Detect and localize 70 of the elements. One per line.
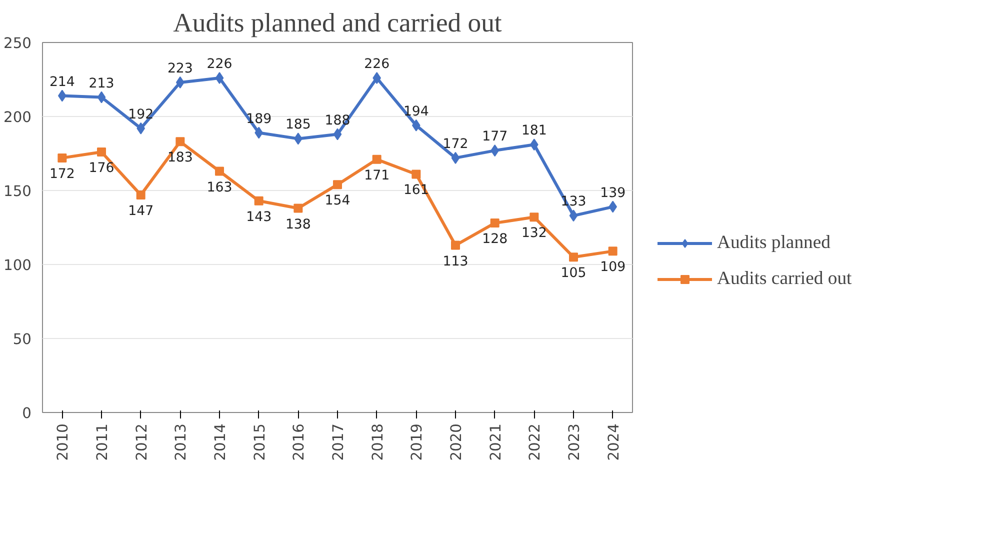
point [176,137,185,146]
x-tick-label: 2011 [94,423,111,461]
point [333,180,342,190]
x-tick-label: 2010 [54,423,72,461]
point [490,218,500,228]
data-label: 109 [600,260,626,276]
data-label: 105 [560,266,586,282]
data-label: 172 [49,166,75,182]
y-tick-label: 200 [4,109,32,126]
legend-label: Audits planned [717,232,830,254]
data-label: 163 [206,180,232,196]
point [372,154,382,164]
point [215,72,224,84]
y-tick-label: 250 [4,35,32,52]
point [569,210,578,222]
y-tick-label: 50 [12,331,32,348]
point [136,190,146,200]
data-label: 172 [442,136,468,152]
data-label: 132 [521,226,547,242]
data-label: 181 [521,124,547,139]
data-label: 192 [128,107,154,122]
data-label: 147 [128,204,154,219]
point [333,128,342,140]
data-label: 226 [206,57,232,72]
x-tick-label: 2020 [448,423,465,461]
point [451,240,460,250]
point [254,196,264,206]
data-label: 171 [364,168,390,184]
point [97,91,106,104]
y-tick-label: 0 [22,405,32,422]
point [97,148,106,157]
x-tick-label: 2023 [566,423,583,461]
x-tick-label: 2022 [526,423,544,461]
data-label: 154 [324,194,350,209]
data-label: 128 [482,232,508,248]
x-tick-label: 2018 [369,423,386,461]
data-label: 139 [600,186,626,201]
x-tick-label: 2012 [133,423,150,461]
x-tick-label: 2016 [290,423,308,461]
data-label: 223 [167,61,193,76]
data-label: 183 [167,150,193,166]
y-tick-label: 150 [4,183,32,200]
data-label: 194 [403,104,429,120]
point [412,170,421,179]
data-label: 113 [442,254,468,270]
x-tick-label: 2019 [408,423,426,461]
data-label: 214 [49,74,75,90]
point [294,204,303,213]
y-tick-label: 100 [4,257,32,274]
data-label: 177 [482,130,508,145]
data-label: 138 [285,217,311,232]
x-tick-label: 2015 [251,423,268,461]
point [58,153,67,162]
x-tick-label: 2017 [330,423,347,461]
point [451,152,460,164]
data-label: 185 [285,118,311,133]
x-tick-label: 2014 [212,423,229,461]
point [608,246,618,256]
x-tick-label: 2013 [172,423,190,461]
data-label: 176 [88,161,114,176]
point [569,252,578,262]
chart-title: Audits planned and carried out [173,8,502,38]
x-tick-label: 2024 [605,423,622,461]
data-label: 143 [246,210,272,225]
x-tick-label: 2021 [487,423,504,461]
data-label: 226 [364,57,390,72]
data-label: 213 [88,76,114,92]
point [215,166,224,176]
legend-label: Audits carried out [717,268,852,290]
point [530,212,539,222]
